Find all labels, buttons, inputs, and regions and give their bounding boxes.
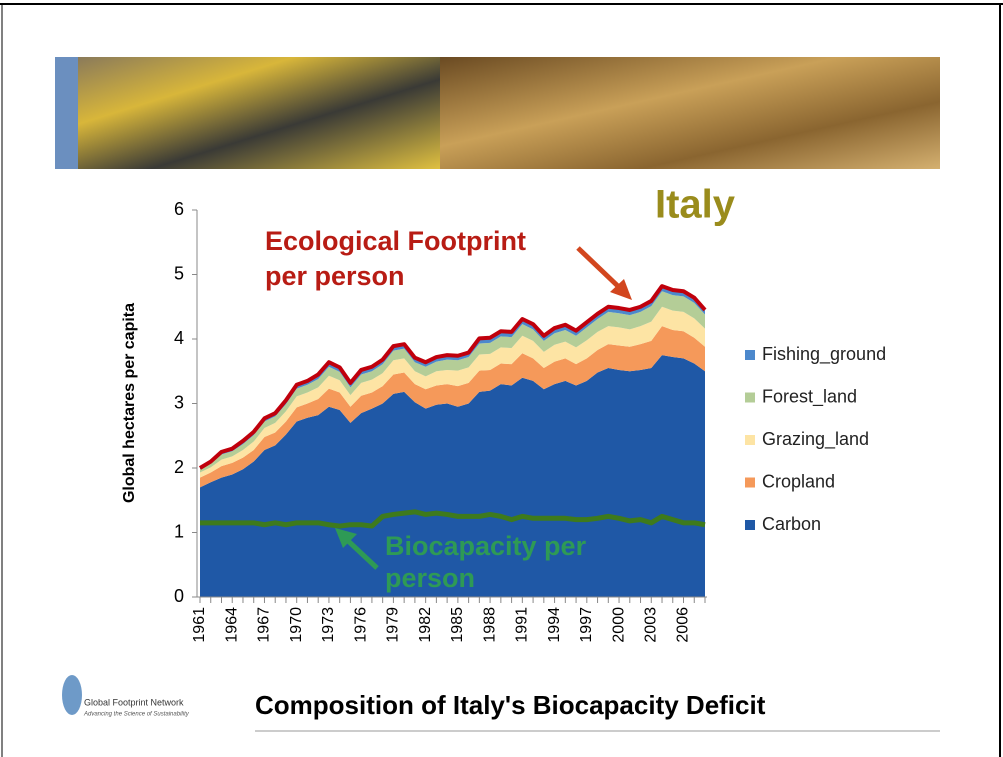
chart: Italy Global hectares per capita 0 1 2 3 4 5 6 19… [121, 183, 886, 643]
arrow-head [335, 528, 357, 548]
logo-tagline: Advancing the Science of Sustainability [83, 712, 190, 718]
x-tick-label: 1976 [352, 607, 369, 643]
x-tick-label: 1970 [288, 607, 305, 643]
x-tick-label: 2000 [610, 607, 627, 643]
annotation: Ecological Footprint [265, 226, 526, 256]
y-tick-label: 3 [174, 392, 184, 412]
legend-label: Cropland [762, 471, 835, 491]
banner-strip [55, 57, 78, 169]
x-tick-label: 1988 [481, 607, 498, 643]
logo-icon [62, 675, 82, 715]
area [200, 326, 705, 488]
x-tick-label: 1973 [320, 607, 337, 643]
x-tick-label: 1991 [514, 607, 531, 643]
area [200, 286, 705, 470]
x-tick-label: 1964 [223, 607, 240, 643]
y-tick-label: 6 [174, 199, 184, 219]
x-tick-label: 1961 [191, 607, 208, 643]
arrow [343, 536, 379, 570]
legend-swatch [745, 350, 755, 360]
banner-photo [440, 57, 940, 169]
y-tick-label: 1 [174, 521, 184, 541]
x-tick-label: 1967 [256, 607, 273, 643]
y-tick-label: 5 [174, 263, 184, 283]
x-tick-label: 1997 [578, 607, 595, 643]
legend-label: Carbon [762, 514, 821, 534]
annotation: per person [265, 261, 405, 291]
legend-label: Forest_land [762, 386, 857, 407]
x-tick-label: 1994 [546, 607, 563, 643]
area [200, 355, 705, 597]
legend-label: Fishing_ground [762, 344, 886, 365]
chart-title: Italy [655, 183, 736, 227]
biocapacity-line [200, 509, 706, 529]
x-tick-label: 2003 [642, 607, 659, 643]
legend-swatch [745, 435, 755, 445]
footprint-outline [198, 284, 707, 470]
x-tick-label: 1985 [449, 607, 466, 643]
legend-swatch [745, 477, 755, 488]
banner-photo [78, 57, 440, 169]
legend-swatch [745, 392, 755, 403]
y-axis-label: Global hectares per capita [121, 303, 138, 503]
area [200, 306, 705, 478]
logo-text: Global Footprint Network [84, 697, 184, 707]
legend-swatch [745, 520, 755, 530]
area [200, 291, 705, 473]
y-tick-label: 2 [174, 457, 184, 477]
x-tick-label: 2006 [675, 607, 692, 643]
legend-label: Grazing_land [762, 429, 869, 450]
x-tick-label: 1982 [417, 607, 434, 643]
y-tick-label: 0 [174, 586, 184, 606]
annotation: Biocapacity per [385, 531, 587, 561]
y-tick-label: 4 [174, 328, 184, 348]
annotation: person [385, 563, 475, 593]
slide-subtitle: Composition of Italy's Biocapacity Defic… [255, 690, 766, 720]
logo: Global Footprint Network Advancing the S… [62, 675, 190, 718]
arrow [576, 246, 624, 292]
arrow-head [610, 279, 632, 300]
x-tick-label: 1979 [385, 607, 402, 643]
